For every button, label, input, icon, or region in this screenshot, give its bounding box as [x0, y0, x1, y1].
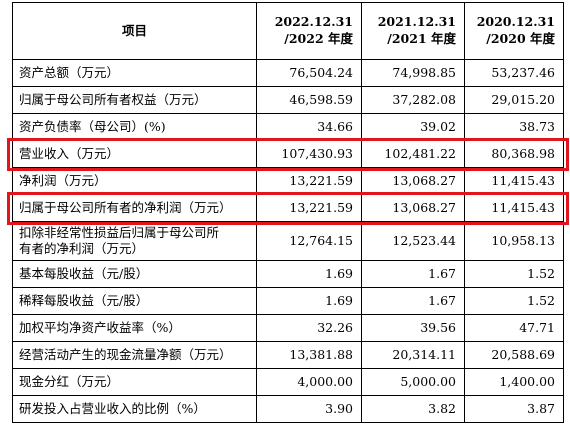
row-label-line: 归属于母公司所有者权益（万元） — [19, 91, 207, 107]
row-label-line: 现金分红（万元） — [19, 373, 120, 389]
row-value: 107,430.93 — [256, 140, 362, 168]
table-row: 经营活动产生的现金流量净额（万元） 13,381.88 20,314.11 20,58… — [12, 341, 564, 369]
row-label-line: 资产负债率（母公司）(%) — [19, 118, 166, 134]
row-value: 1,400.00 — [464, 368, 564, 396]
row-label-line: 基本每股收益（元/股） — [19, 265, 149, 281]
table-row: 加权平均净资产收益率（%） 32.26 39.56 47.71 — [12, 314, 564, 342]
row-value: 13,068.27 — [361, 167, 465, 195]
row-value: 34.66 — [256, 113, 362, 141]
row-value: 13,068.27 — [361, 194, 465, 222]
header-item: 项目 — [12, 2, 257, 60]
row-value: 3.87 — [464, 395, 564, 423]
table-row: 基本每股收益（元/股） 1.69 1.67 1.52 — [12, 260, 564, 288]
table-row: 归属于母公司所有者的净利润（万元） 13,221.59 13,068.27 11,41… — [12, 194, 564, 222]
row-value: 1.67 — [361, 260, 465, 288]
row-label-line: 资产总额（万元） — [19, 64, 120, 80]
row-label: 资产负债率（母公司）(%) — [12, 113, 257, 141]
row-value: 1.69 — [256, 260, 362, 288]
row-label: 归属于母公司所有者权益（万元） — [12, 86, 257, 114]
row-label: 扣除非经常性损益后归属于母公司所 有者的净利润（万元） — [12, 221, 257, 261]
row-value: 47.71 — [464, 314, 564, 342]
header-year-2021: 2021.12.31 /2021 年度 — [361, 2, 465, 60]
table-row: 研发投入占营业收入的比例（%） 3.90 3.82 3.87 — [12, 395, 564, 423]
row-label-line: 归属于母公司所有者的净利润（万元） — [19, 199, 232, 215]
row-value: 5,000.00 — [361, 368, 465, 396]
table-row: 资产总额（万元） 76,504.24 74,998.85 53,237.46 — [12, 59, 564, 87]
row-value: 53,237.46 — [464, 59, 564, 87]
header-year-period: /2022 年度 — [284, 31, 353, 46]
header-year-date: 2022.12.31 — [274, 14, 353, 30]
table-row: 稀释每股收益（元/股） 1.69 1.67 1.52 — [12, 287, 564, 315]
header-year-2020: 2020.12.31 /2020 年度 — [464, 2, 564, 60]
row-value: 4,000.00 — [256, 368, 362, 396]
row-value: 37,282.08 — [361, 86, 465, 114]
row-label: 基本每股收益（元/股） — [12, 260, 257, 288]
row-value: 80,368.98 — [464, 140, 564, 168]
header-year-period: /2021 年度 — [387, 31, 456, 46]
row-value: 39.02 — [361, 113, 465, 141]
row-label-line: 经营活动产生的现金流量净额（万元） — [19, 346, 232, 362]
row-value: 10,958.13 — [464, 221, 564, 261]
row-value: 32.26 — [256, 314, 362, 342]
row-label-line: 有者的净利润（万元） — [19, 241, 145, 256]
row-value: 46,598.59 — [256, 86, 362, 114]
row-value: 76,504.24 — [256, 59, 362, 87]
row-label: 归属于母公司所有者的净利润（万元） — [12, 194, 257, 222]
row-label-line: 稀释每股收益（元/股） — [19, 292, 149, 308]
row-value: 13,221.59 — [256, 194, 362, 222]
row-label: 经营活动产生的现金流量净额（万元） — [12, 341, 257, 369]
row-label: 加权平均净资产收益率（%） — [12, 314, 257, 342]
row-value: 29,015.20 — [464, 86, 564, 114]
row-value: 13,381.88 — [256, 341, 362, 369]
row-label: 研发投入占营业收入的比例（%） — [12, 395, 257, 423]
header-year-date: 2020.12.31 — [476, 14, 555, 30]
row-value: 20,588.69 — [464, 341, 564, 369]
table-row: 归属于母公司所有者权益（万元） 46,598.59 37,282.08 29,015.… — [12, 86, 564, 114]
header-row: 项目 2022.12.31 /2022 年度 2021.12.31 /2021 … — [12, 2, 564, 60]
row-label-line: 营业收入（万元） — [19, 145, 120, 161]
row-value: 102,481.22 — [361, 140, 465, 168]
row-value: 3.90 — [256, 395, 362, 423]
table-row: 营业收入（万元） 107,430.93 102,481.22 80,368.98 — [12, 140, 564, 168]
table-row: 净利润（万元） 13,221.59 13,068.27 11,415.43 — [12, 167, 564, 195]
row-label-line: 净利润（万元） — [19, 172, 107, 188]
row-value: 39.56 — [361, 314, 465, 342]
row-value: 20,314.11 — [361, 341, 465, 369]
financial-summary-table: 项目 2022.12.31 /2022 年度 2021.12.31 /2021 … — [12, 2, 564, 423]
row-value: 1.52 — [464, 260, 564, 288]
row-value: 1.69 — [256, 287, 362, 315]
row-value: 38.73 — [464, 113, 564, 141]
row-label: 净利润（万元） — [12, 167, 257, 195]
header-year-date: 2021.12.31 — [377, 14, 456, 30]
header-year-2022: 2022.12.31 /2022 年度 — [256, 2, 362, 60]
table-row: 现金分红（万元） 4,000.00 5,000.00 1,400.00 — [12, 368, 564, 396]
row-value: 12,764.15 — [256, 221, 362, 261]
row-value: 3.82 — [361, 395, 465, 423]
header-year-period: /2020 年度 — [486, 31, 555, 46]
row-label-line: 加权平均净资产收益率（%） — [19, 319, 181, 335]
row-value: 12,523.44 — [361, 221, 465, 261]
row-value: 11,415.43 — [464, 194, 564, 222]
row-value: 1.67 — [361, 287, 465, 315]
row-value: 74,998.85 — [361, 59, 465, 87]
row-label-line: 扣除非经常性损益后归属于母公司所 — [19, 224, 220, 240]
table-row: 扣除非经常性损益后归属于母公司所 有者的净利润（万元） 12,764.15 12,52… — [12, 221, 564, 261]
row-value: 11,415.43 — [464, 167, 564, 195]
table-body: 资产总额（万元） 76,504.24 74,998.85 53,237.46 归属于母公… — [12, 59, 564, 423]
row-label: 营业收入（万元） — [12, 140, 257, 168]
table-row: 资产负债率（母公司）(%) 34.66 39.02 38.73 — [12, 113, 564, 141]
row-label-line: 研发投入占营业收入的比例（%） — [19, 400, 206, 416]
row-label: 稀释每股收益（元/股） — [12, 287, 257, 315]
row-value: 1.52 — [464, 287, 564, 315]
row-label: 资产总额（万元） — [12, 59, 257, 87]
row-label: 现金分红（万元） — [12, 368, 257, 396]
row-value: 13,221.59 — [256, 167, 362, 195]
